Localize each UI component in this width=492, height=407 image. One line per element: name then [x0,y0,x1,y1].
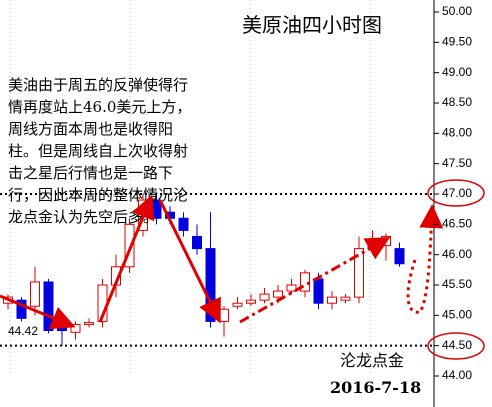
arrows [0,179,485,360]
y-tick-label: 44.50 [442,338,472,352]
chart-title: 美原油四小时图 [242,13,382,37]
candle-body [84,322,94,325]
y-tick-label: 48.50 [442,95,472,109]
y-tick-label: 46.50 [442,217,472,231]
candle-body [16,299,27,319]
y-tick-label: 47.50 [442,156,472,170]
candle-body [394,248,405,265]
annotation-line: 美油由于周五的反弹使得行 [8,76,188,94]
y-tick-label: 49.00 [442,65,472,79]
candle-body [340,296,351,301]
candle-body [327,296,337,304]
candle-body [354,248,364,298]
y-tick-label: 49.50 [442,35,472,49]
annotation-line: 周线方面本周也是收得阳 [8,120,173,138]
low-label: 44.42 [8,324,38,338]
candle-body [313,278,324,304]
author: 沦龙点金 [340,351,404,370]
annotation-line: 龙点金认为先空后多。 [8,208,158,226]
y-tick-label: 48.00 [442,126,472,140]
candle-body [232,302,243,307]
candle-body [219,308,229,322]
annotation-line: 柱。但是周线自上次收得射 [8,142,188,160]
candle-body [43,281,54,332]
candle-body [70,323,81,333]
y-tick-label: 45.00 [442,308,472,322]
y-tick-label: 50.00 [442,4,472,18]
candle-body [300,272,310,292]
candle-body [273,290,283,298]
candle-body [259,293,270,301]
candle-body [246,299,256,304]
y-tick-label: 47.00 [442,186,472,200]
candle-body [286,284,297,292]
date: 2016-7-18 [330,378,421,397]
candle-body [178,217,189,231]
y-tick-label: 44.00 [442,368,472,382]
v-grid [9,0,371,376]
y-tick-label: 45.50 [442,277,472,291]
candle-body [192,235,202,250]
annotation-line: 击之星后行情也是一路下 [8,164,173,182]
candle-body [381,235,391,247]
candle-body [30,281,40,307]
candle-body [124,223,135,268]
y-tick-label: 46.00 [442,247,472,261]
annotation-line: 情再度站上46.0美元上方， [8,98,191,116]
